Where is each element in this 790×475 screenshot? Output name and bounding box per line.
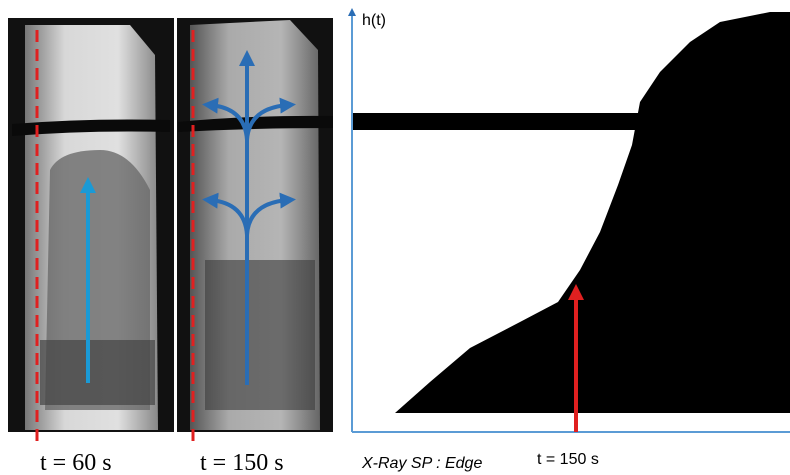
divider bbox=[174, 18, 177, 432]
base-shape bbox=[205, 260, 315, 410]
flow-arrow bbox=[245, 192, 296, 236]
flow-arrows bbox=[202, 50, 296, 385]
dark-band bbox=[178, 115, 333, 132]
time-label: t = 150 s bbox=[200, 450, 284, 475]
time-label: t = 60 s bbox=[40, 450, 112, 475]
edge-silhouette bbox=[395, 12, 790, 413]
dark-band bbox=[12, 119, 170, 136]
edge-plot bbox=[348, 8, 790, 433]
base-shape bbox=[40, 340, 155, 405]
caption: X-Ray SP : Edge bbox=[361, 455, 482, 472]
time-label: t = 150 s bbox=[537, 451, 599, 468]
axis-label: h(t) bbox=[362, 12, 386, 29]
dark-band bbox=[352, 113, 642, 130]
flow-arrow bbox=[245, 97, 296, 141]
xray-panel bbox=[8, 18, 333, 445]
